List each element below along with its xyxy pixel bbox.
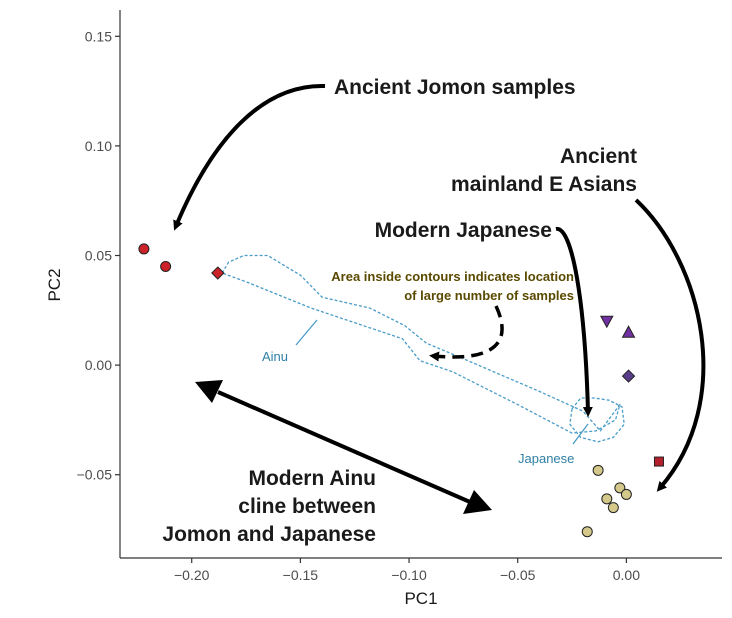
japanese-label-leader	[572, 423, 589, 445]
arrow-modern-japanese	[555, 227, 593, 417]
arrow-jomon	[173, 83, 326, 231]
annotation-mainland-asians-line2: mainland E Asians	[451, 173, 637, 196]
annotation-ainu-cline-line1: Modern Ainu	[248, 467, 376, 490]
point-triangle-down	[599, 315, 614, 329]
y-tick-label: 0.15	[85, 28, 112, 44]
y-axis-title: PC2	[45, 268, 64, 301]
arrow-ainu-cline	[217, 390, 471, 504]
annotation-modern-japanese: Modern Japanese	[375, 219, 552, 242]
point-circle	[592, 464, 604, 476]
x-axis-title: PC1	[404, 589, 437, 608]
ainu-contour-label: Ainu	[262, 349, 288, 364]
annotation-arrows	[173, 83, 706, 514]
y-tick-label: 0.10	[85, 138, 112, 154]
point-circle	[614, 482, 626, 494]
point-circle	[607, 502, 619, 514]
y-tick-label: 0.05	[85, 248, 112, 264]
point-triangle-up	[621, 325, 636, 338]
annotation-jomon: Ancient Jomon samples	[334, 76, 576, 99]
point-circle	[581, 526, 593, 538]
annotation-contour-note-line1: Area inside contours indicates location	[331, 269, 574, 284]
x-ticks: −0.20 −0.15 −0.10 −0.05 0.00	[174, 558, 640, 583]
arrow-contour-note	[429, 305, 504, 362]
contour-ainu	[221, 254, 621, 434]
ainu-label-leader	[295, 319, 318, 346]
point-circle	[601, 493, 613, 505]
y-tick-label: 0.00	[85, 357, 112, 373]
point-diamond	[621, 369, 636, 383]
x-tick-label: −0.10	[391, 567, 427, 583]
point-circle	[138, 243, 150, 255]
data-points	[138, 243, 664, 538]
x-tick-label: 0.00	[613, 567, 640, 583]
annotation-contour-note-line2: of large number of samples	[404, 288, 574, 303]
annotation-ainu-cline-line3: Jomon and Japanese	[162, 523, 376, 546]
x-tick-label: −0.05	[500, 567, 536, 583]
y-tick-label: −0.05	[77, 467, 113, 483]
annotation-ainu-cline-line2: cline between	[238, 495, 376, 518]
point-circle	[160, 260, 172, 272]
point-diamond	[211, 266, 225, 280]
y-ticks: −0.05 0.00 0.05 0.10 0.15	[77, 28, 120, 483]
axes	[119, 10, 722, 559]
x-tick-label: −0.15	[283, 567, 319, 583]
point-circle	[620, 488, 632, 500]
point-square	[653, 456, 664, 467]
annotation-mainland-asians-line1: Ancient	[560, 145, 637, 168]
japanese-contour-label: Japanese	[518, 451, 574, 466]
arrow-ainu-cline-head-right	[463, 490, 492, 514]
contour-japanese	[569, 397, 625, 443]
arrow-ainu-cline-head-left	[195, 380, 223, 403]
x-tick-label: −0.20	[174, 567, 210, 583]
arrow-mainland-asians	[634, 198, 706, 492]
